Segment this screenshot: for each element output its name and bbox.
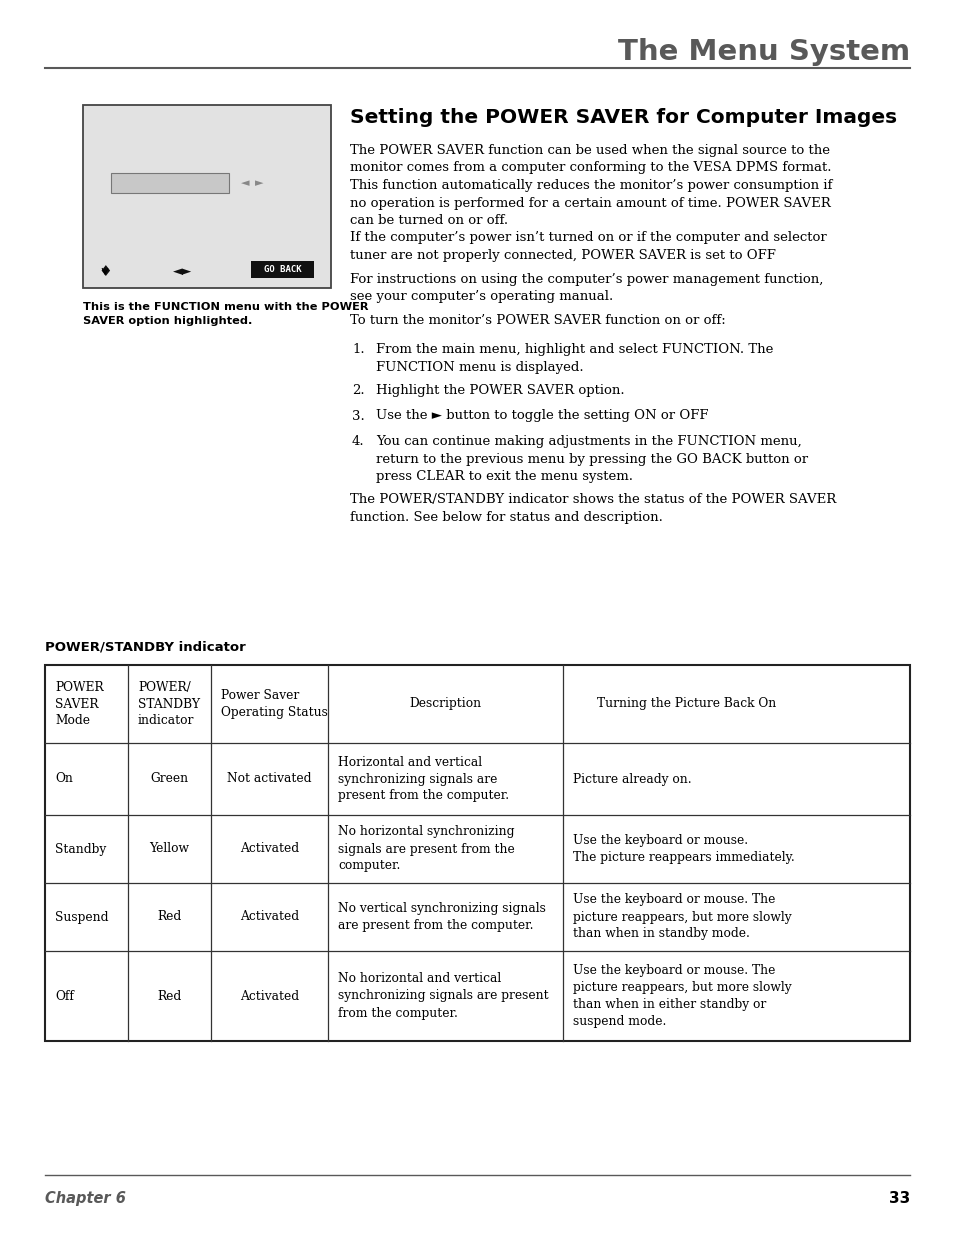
Text: For instructions on using the computer’s power management function,
see your com: For instructions on using the computer’s… — [350, 273, 822, 303]
Text: Description: Description — [409, 698, 481, 710]
Text: Horizontal and vertical
synchronizing signals are
present from the computer.: Horizontal and vertical synchronizing si… — [337, 756, 509, 803]
Text: Activated: Activated — [240, 989, 298, 1003]
Bar — [45, 664, 909, 1041]
Text: Use the ► button to toggle the setting ON or OFF: Use the ► button to toggle the setting O… — [375, 410, 708, 422]
Text: From the main menu, highlight and select FUNCTION. The
FUNCTION menu is displaye: From the main menu, highlight and select… — [375, 343, 773, 373]
Text: No horizontal and vertical
synchronizing signals are present
from the computer.: No horizontal and vertical synchronizing… — [337, 972, 548, 1020]
Text: GO BACK: GO BACK — [263, 266, 301, 274]
Text: This is the FUNCTION menu with the POWER
SAVER option highlighted.: This is the FUNCTION menu with the POWER… — [83, 303, 368, 326]
Text: On: On — [55, 773, 72, 785]
Text: If the computer’s power isn’t turned on or if the computer and selector
tuner ar: If the computer’s power isn’t turned on … — [350, 231, 826, 262]
Text: ◄: ◄ — [240, 178, 249, 188]
Text: Activated: Activated — [240, 842, 298, 856]
Text: Power Saver
Operating Status: Power Saver Operating Status — [221, 689, 328, 719]
Text: POWER
SAVER
Mode: POWER SAVER Mode — [55, 680, 104, 727]
Bar — [111, 173, 229, 193]
Text: Green: Green — [151, 773, 189, 785]
Text: Activated: Activated — [240, 910, 298, 924]
Text: ♦: ♦ — [98, 264, 112, 279]
Text: Yellow: Yellow — [150, 842, 190, 856]
Text: Turning the Picture Back On: Turning the Picture Back On — [597, 698, 776, 710]
Text: You can continue making adjustments in the FUNCTION menu,
return to the previous: You can continue making adjustments in t… — [375, 435, 807, 483]
Text: ►: ► — [254, 178, 263, 188]
Text: Use the keyboard or mouse.
The picture reappears immediately.: Use the keyboard or mouse. The picture r… — [573, 834, 794, 864]
Bar — [251, 261, 314, 278]
Text: 1.: 1. — [352, 343, 364, 356]
Text: Red: Red — [157, 910, 181, 924]
Text: POWER/STANDBY indicator: POWER/STANDBY indicator — [45, 640, 246, 653]
Text: ◄►: ◄► — [173, 266, 193, 279]
Text: Picture already on.: Picture already on. — [573, 773, 691, 785]
Text: POWER/
STANDBY
indicator: POWER/ STANDBY indicator — [138, 680, 200, 727]
Text: No vertical synchronizing signals
are present from the computer.: No vertical synchronizing signals are pr… — [337, 902, 545, 932]
Text: Standby: Standby — [55, 842, 106, 856]
Text: 33: 33 — [888, 1191, 909, 1207]
Text: Use the keyboard or mouse. The
picture reappears, but more slowly
than when in e: Use the keyboard or mouse. The picture r… — [573, 965, 791, 1028]
Text: 3.: 3. — [352, 410, 364, 422]
Text: Setting the POWER SAVER for Computer Images: Setting the POWER SAVER for Computer Ima… — [350, 107, 896, 127]
Text: Use the keyboard or mouse. The
picture reappears, but more slowly
than when in s: Use the keyboard or mouse. The picture r… — [573, 893, 791, 941]
Text: No horizontal synchronizing
signals are present from the
computer.: No horizontal synchronizing signals are … — [337, 825, 515, 872]
Text: Highlight the POWER SAVER option.: Highlight the POWER SAVER option. — [375, 384, 624, 396]
Bar — [83, 105, 331, 288]
Text: The POWER/STANDBY indicator shows the status of the POWER SAVER
function. See be: The POWER/STANDBY indicator shows the st… — [350, 494, 836, 524]
Text: 2.: 2. — [352, 384, 364, 396]
Text: The POWER SAVER function can be used when the signal source to the
monitor comes: The POWER SAVER function can be used whe… — [350, 144, 832, 227]
Text: Chapter 6: Chapter 6 — [45, 1191, 126, 1207]
Text: Off: Off — [55, 989, 73, 1003]
Text: Red: Red — [157, 989, 181, 1003]
Text: To turn the monitor’s POWER SAVER function on or off:: To turn the monitor’s POWER SAVER functi… — [350, 314, 725, 326]
Text: Not activated: Not activated — [227, 773, 312, 785]
Text: The Menu System: The Menu System — [618, 38, 909, 65]
Text: Suspend: Suspend — [55, 910, 109, 924]
Text: 4.: 4. — [352, 435, 364, 448]
